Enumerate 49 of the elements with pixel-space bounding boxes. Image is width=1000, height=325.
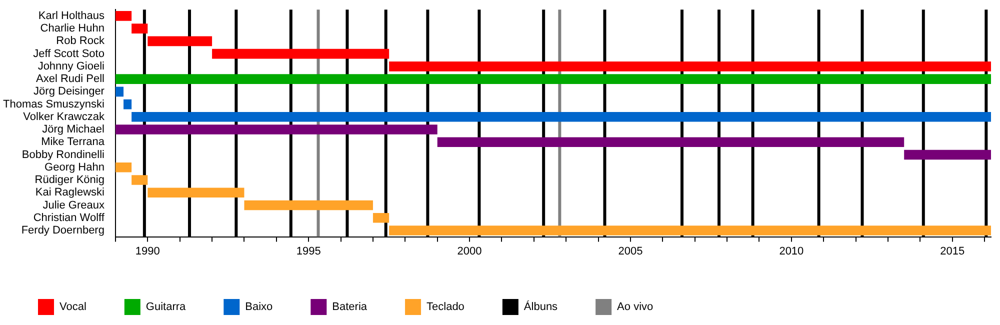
- bar: [904, 150, 991, 160]
- y-tick-label: Christian Wolff: [33, 212, 106, 224]
- x-tick-label: 1990: [135, 245, 160, 258]
- x-tick-label: 2000: [457, 245, 482, 258]
- bar: [132, 112, 991, 122]
- y-tick-label: Charlie Huhn: [40, 22, 104, 35]
- y-tick-label: Volker Krawczak: [23, 110, 105, 123]
- y-tick-label: Rob Rock: [56, 35, 105, 48]
- bar: [115, 162, 132, 172]
- bar: [115, 74, 991, 84]
- y-tick-label: Kai Raglewski: [35, 186, 104, 199]
- x-tick-label: 2015: [940, 245, 965, 258]
- y-tick-label: Rüdiger König: [34, 174, 104, 186]
- legend-label: Bateria: [332, 301, 368, 314]
- y-tick-label: Jeff Scott Soto: [33, 48, 104, 60]
- bar: [132, 24, 148, 34]
- x-tick-label: 1995: [296, 245, 321, 258]
- y-tick-label: Jörg Deisinger: [34, 86, 105, 98]
- bar: [389, 61, 991, 72]
- bar: [148, 36, 212, 46]
- y-tick-label: Johnny Gioeli: [38, 60, 104, 72]
- bar: [115, 86, 124, 97]
- legend-label: Baixo: [245, 301, 273, 314]
- bar: [244, 200, 373, 210]
- legend-label: Guitarra: [146, 301, 187, 314]
- y-tick-label: Mike Terrana: [41, 136, 106, 148]
- x-tick-label: 2010: [779, 245, 804, 258]
- y-tick-label: Georg Hahn: [44, 161, 104, 174]
- bar: [148, 188, 244, 198]
- bar: [115, 124, 438, 134]
- bar: [115, 10, 132, 21]
- bar: [124, 99, 132, 110]
- y-tick-label: Julie Greaux: [42, 199, 105, 212]
- y-tick-label: Bobby Rondinelli: [22, 148, 104, 161]
- bar: [132, 175, 148, 185]
- y-tick-label: Thomas Smuszynski: [2, 98, 104, 110]
- bar: [372, 212, 390, 223]
- legend-label: Vocal: [60, 301, 86, 314]
- y-tick-label: Karl Holthaus: [38, 10, 105, 22]
- legend-label: Teclado: [426, 301, 464, 314]
- y-tick-label: Ferdy Doernberg: [21, 224, 104, 237]
- legend-label: Álbuns: [524, 300, 558, 314]
- bar: [389, 226, 991, 236]
- bar: [212, 48, 390, 59]
- y-tick-label: Axel Rudi Pell: [36, 73, 104, 86]
- y-tick-label: Jörg Michael: [42, 124, 104, 136]
- bar: [437, 137, 904, 148]
- x-tick-label: 2005: [618, 245, 643, 258]
- legend-label: Ao vivo: [617, 301, 654, 314]
